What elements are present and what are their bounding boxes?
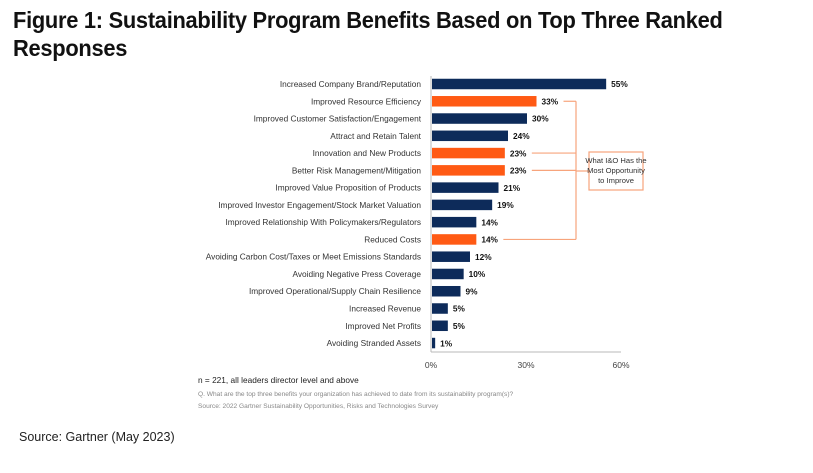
bar (432, 78, 607, 90)
category-label: Better Risk Management/Mitigation (292, 165, 422, 175)
value-label: 23% (510, 148, 527, 158)
category-label: Avoiding Carbon Cost/Taxes or Meet Emiss… (206, 252, 421, 262)
callout-box (588, 151, 644, 191)
bar-highlighted (432, 147, 505, 159)
category-label: Improved Operational/Supply Chain Resili… (249, 286, 421, 296)
category-label: Attract and Retain Talent (330, 131, 421, 141)
value-label: 14% (481, 217, 498, 227)
bar-row: Improved Resource Efficiency 33% (311, 96, 559, 107)
bar-highlighted (432, 234, 477, 245)
category-label: Improved Customer Satisfaction/Engagemen… (254, 114, 422, 124)
bar (432, 113, 527, 124)
page-source: Source: Gartner (May 2023) (19, 430, 175, 444)
category-label: Avoiding Negative Press Coverage (292, 269, 421, 279)
value-label: 19% (497, 200, 514, 210)
bar (432, 130, 508, 142)
bar (432, 268, 464, 280)
callout-text-line: Most Opportunity (587, 166, 645, 175)
category-label: Improved Value Proposition of Products (275, 183, 421, 193)
bar (432, 303, 448, 314)
survey-question-note: Q. What are the top three benefits your … (198, 391, 514, 398)
bar-row: Avoiding Negative Press Coverage 10% (292, 268, 486, 280)
value-label: 24% (513, 131, 530, 141)
bar-row: Avoiding Stranded Assets 1% (327, 337, 453, 349)
value-label: 23% (510, 166, 527, 176)
x-tick-label: 60% (612, 360, 629, 370)
bar-row: Improved Operational/Supply Chain Resili… (249, 285, 479, 297)
category-label: Innovation and New Products (313, 148, 421, 158)
value-label: 1% (440, 338, 453, 348)
bar-row: Improved Relationship With Policymakers/… (225, 216, 499, 228)
bar-row: Reduced Costs 14% (364, 234, 499, 245)
value-label: 5% (453, 321, 466, 331)
callout-text-line: What I&O Has the (585, 156, 646, 165)
survey-source-note: Source: 2022 Gartner Sustainability Oppo… (198, 403, 439, 410)
category-label: Avoiding Stranded Assets (327, 338, 421, 348)
bar-row: Better Risk Management/Mitigation 23% (292, 165, 527, 176)
bar-row: Avoiding Carbon Cost/Taxes or Meet Emiss… (206, 251, 492, 262)
callout-text-line: to Improve (598, 176, 634, 185)
category-label: Increased Company Brand/Reputation (280, 79, 422, 89)
bar-row: Innovation and New Products 23% (313, 147, 527, 159)
x-tick-label: 30% (517, 360, 534, 370)
bar (432, 320, 448, 332)
bar (432, 216, 477, 228)
bar-row: Increased Company Brand/Reputation 55% (280, 78, 628, 90)
bars-layer: Increased Company Brand/Reputation 55% Imp… (206, 78, 628, 349)
category-label: Reduced Costs (364, 234, 421, 244)
bar-highlighted (432, 165, 505, 176)
bar-highlighted (432, 96, 537, 107)
value-label: 33% (542, 96, 559, 106)
category-label: Improved Relationship With Policymakers/… (225, 217, 421, 227)
bar-row: Improved Net Profits 5% (345, 320, 466, 332)
value-label: 21% (504, 183, 521, 193)
bar-row: Improved Investor Engagement/Stock Marke… (218, 199, 514, 211)
bar-row: Attract and Retain Talent 24% (330, 130, 530, 142)
value-label: 55% (611, 79, 628, 89)
sample-size-note: n = 221, all leaders director level and … (198, 375, 359, 385)
value-label: 9% (466, 286, 479, 296)
category-label: Increased Revenue (349, 304, 421, 314)
bar (432, 199, 493, 211)
value-label: 12% (475, 252, 492, 262)
value-label: 30% (532, 114, 549, 124)
value-label: 14% (481, 235, 498, 245)
x-tick-label: 0% (425, 360, 438, 370)
bar-row: Increased Revenue 5% (349, 303, 465, 314)
x-axis-ticks: 0% 30% 60% (425, 360, 630, 370)
bar-row: Improved Value Proposition of Products 21… (275, 182, 521, 193)
bar (432, 337, 436, 349)
value-label: 10% (469, 269, 486, 279)
figure-title: Figure 1: Sustainability Program Benefit… (13, 7, 723, 61)
bar (432, 251, 470, 262)
category-label: Improved Resource Efficiency (311, 96, 422, 106)
category-label: Improved Net Profits (345, 321, 421, 331)
bar-row: Improved Customer Satisfaction/Engagemen… (254, 113, 549, 124)
bar (432, 182, 499, 193)
category-label: Improved Investor Engagement/Stock Marke… (218, 200, 421, 210)
bar (432, 285, 461, 297)
value-label: 5% (453, 304, 466, 314)
